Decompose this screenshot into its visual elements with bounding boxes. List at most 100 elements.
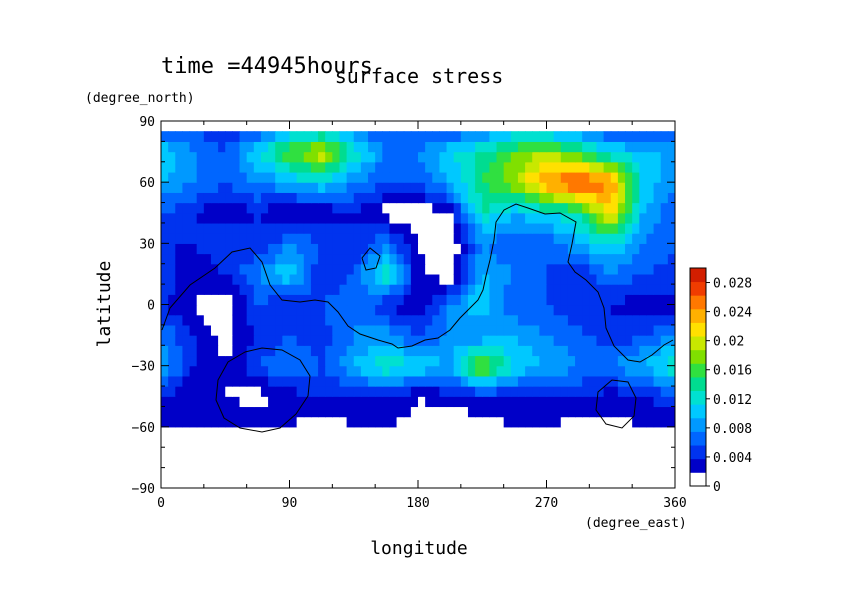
field-cell: [268, 273, 276, 285]
field-cell: [332, 386, 341, 397]
field-cell: [189, 233, 198, 244]
field-cell: [539, 406, 548, 418]
y-axis-label: latitude: [94, 261, 115, 348]
field-cell: [303, 233, 312, 244]
field-cell: [161, 243, 169, 255]
field-cell: [525, 416, 533, 428]
field-cell: [360, 386, 369, 397]
field-cell: [475, 151, 483, 163]
field-cell: [218, 151, 226, 163]
field-cell: [453, 365, 462, 377]
field-cell: [403, 294, 412, 306]
field-cell: [282, 375, 291, 387]
field-cell: [268, 416, 276, 428]
field-cell: [432, 222, 441, 234]
field-cell: [203, 141, 212, 153]
field-cell: [632, 131, 640, 142]
field-cell: [260, 294, 269, 306]
field-cell: [161, 335, 169, 346]
field-cell: [532, 182, 540, 193]
field-cell: [667, 314, 675, 326]
field-cell: [303, 335, 312, 346]
field-cell: [275, 355, 283, 367]
field-cell: [310, 314, 319, 326]
field-cell: [175, 365, 184, 377]
field-cell: [503, 161, 512, 173]
field-cell: [439, 202, 448, 214]
field-cell: [332, 273, 341, 285]
field-cell: [410, 192, 419, 204]
field-cell: [432, 131, 441, 142]
field-cell: [603, 355, 612, 367]
field-cell: [210, 161, 219, 173]
field-cell: [189, 243, 198, 255]
field-cell: [296, 141, 305, 153]
field-cell: [203, 396, 212, 408]
field-cell: [303, 324, 312, 336]
field-cell: [582, 335, 590, 346]
field-cell: [368, 222, 376, 234]
field-cell: [410, 375, 419, 387]
field-cell: [282, 314, 291, 326]
field-cell: [489, 141, 498, 153]
field-cell: [296, 253, 305, 265]
field-cell: [617, 294, 626, 306]
field-cell: [239, 386, 248, 397]
field-cell: [168, 171, 176, 183]
field-cell: [232, 141, 241, 153]
field-cell: [289, 151, 298, 163]
field-cell: [218, 375, 226, 387]
field-cell: [496, 345, 505, 357]
field-cell: [639, 365, 648, 377]
field-cell: [325, 151, 333, 163]
colorbar-label: 0.004: [713, 451, 752, 466]
field-cell: [539, 365, 548, 377]
field-cell: [496, 192, 505, 204]
field-cell: [418, 192, 426, 204]
field-cell: [596, 365, 605, 377]
field-cell: [610, 171, 619, 183]
field-cell: [196, 192, 205, 204]
field-cell: [318, 406, 326, 418]
field-cell: [467, 345, 476, 357]
field-cell: [460, 243, 469, 255]
field-cell: [425, 171, 433, 183]
field-cell: [332, 314, 341, 326]
field-cell: [503, 304, 512, 316]
field-cell: [575, 233, 583, 244]
field-cell: [260, 355, 269, 367]
field-cell: [510, 151, 519, 163]
field-cell: [168, 396, 176, 408]
field-cell: [596, 375, 605, 387]
field-cell: [467, 161, 476, 173]
field-cell: [346, 304, 355, 316]
field-cell: [389, 151, 398, 163]
field-cell: [539, 131, 548, 142]
field-cell: [161, 416, 169, 428]
field-cell: [467, 396, 476, 408]
field-cell: [346, 375, 355, 387]
field-cell: [596, 131, 605, 142]
field-cell: [439, 222, 448, 234]
field-cell: [403, 151, 412, 163]
field-cell: [496, 324, 505, 336]
field-cell: [260, 304, 269, 316]
field-cell: [239, 202, 248, 214]
field-cell: [617, 355, 626, 367]
field-cell: [275, 192, 283, 204]
field-cell: [189, 416, 198, 428]
field-cell: [175, 294, 184, 306]
field-cell: [225, 233, 233, 244]
field-cell: [482, 396, 490, 408]
field-cell: [168, 324, 176, 336]
field-cell: [225, 171, 233, 183]
field-cell: [325, 294, 333, 306]
field-cell: [453, 396, 462, 408]
field-cell: [503, 273, 512, 285]
field-cell: [196, 375, 205, 387]
field-cell: [489, 396, 498, 408]
field-cell: [546, 304, 555, 316]
field-cell: [339, 284, 348, 295]
field-cell: [189, 355, 198, 367]
field-cell: [575, 386, 583, 397]
